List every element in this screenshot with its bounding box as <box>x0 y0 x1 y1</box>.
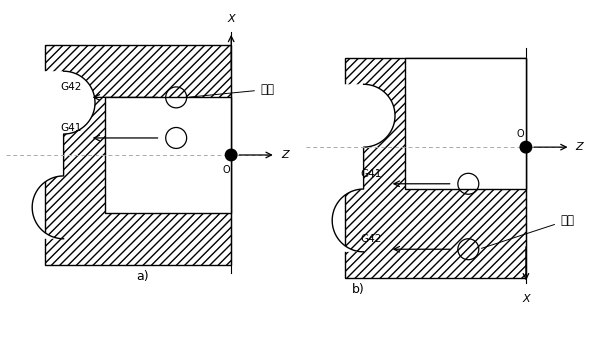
Circle shape <box>520 141 532 153</box>
Polygon shape <box>406 58 526 189</box>
Text: G42: G42 <box>361 234 382 244</box>
Text: G41: G41 <box>361 168 382 179</box>
Text: X: X <box>522 294 530 304</box>
Text: b): b) <box>352 283 365 296</box>
Text: G41: G41 <box>61 123 82 133</box>
Text: 刀具: 刀具 <box>481 214 574 248</box>
Polygon shape <box>32 71 95 239</box>
Polygon shape <box>106 97 231 213</box>
Circle shape <box>226 149 237 161</box>
Text: Z: Z <box>281 150 289 160</box>
Polygon shape <box>45 45 231 265</box>
Text: O: O <box>222 165 230 176</box>
Text: a): a) <box>136 270 148 283</box>
Text: X: X <box>227 14 235 24</box>
Polygon shape <box>332 84 395 252</box>
Text: G42: G42 <box>61 82 82 92</box>
Polygon shape <box>345 58 526 278</box>
Text: 刀具: 刀具 <box>190 83 274 97</box>
Text: O: O <box>517 129 524 139</box>
Text: Z: Z <box>575 142 583 152</box>
